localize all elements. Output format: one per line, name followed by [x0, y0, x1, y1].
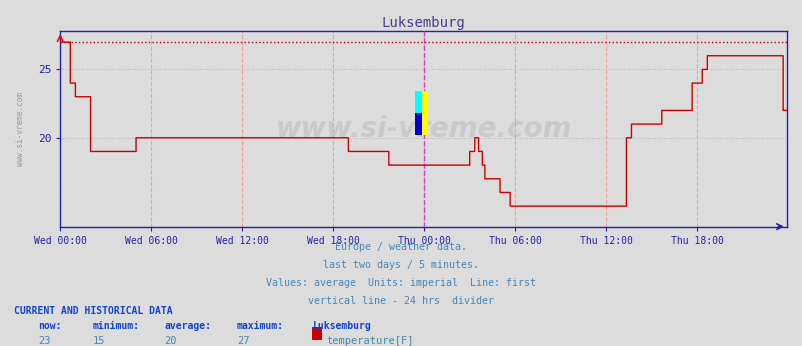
Text: CURRENT AND HISTORICAL DATA: CURRENT AND HISTORICAL DATA [14, 306, 173, 316]
Text: average:: average: [164, 321, 212, 331]
Text: minimum:: minimum: [92, 321, 140, 331]
Text: vertical line - 24 hrs  divider: vertical line - 24 hrs divider [308, 296, 494, 306]
Text: 20: 20 [164, 336, 177, 346]
Bar [415, 91, 421, 135]
Text: Europe / weather data.: Europe / weather data. [335, 242, 467, 252]
Text: now:: now: [38, 321, 62, 331]
Text: www.si-vreme.com: www.si-vreme.com [16, 92, 25, 166]
Bar [415, 91, 427, 135]
Bar [415, 113, 421, 135]
Title: Luksemburg: Luksemburg [381, 16, 465, 30]
Text: Luksemburg: Luksemburg [313, 321, 371, 331]
Text: 23: 23 [38, 336, 51, 346]
Text: temperature[F]: temperature[F] [326, 336, 414, 346]
Text: www.si-vreme.com: www.si-vreme.com [275, 115, 571, 143]
Text: maximum:: maximum: [237, 321, 284, 331]
Text: last two days / 5 minutes.: last two days / 5 minutes. [323, 260, 479, 270]
Text: 27: 27 [237, 336, 249, 346]
Text: Values: average  Units: imperial  Line: first: Values: average Units: imperial Line: fi… [266, 278, 536, 288]
Text: 15: 15 [92, 336, 105, 346]
